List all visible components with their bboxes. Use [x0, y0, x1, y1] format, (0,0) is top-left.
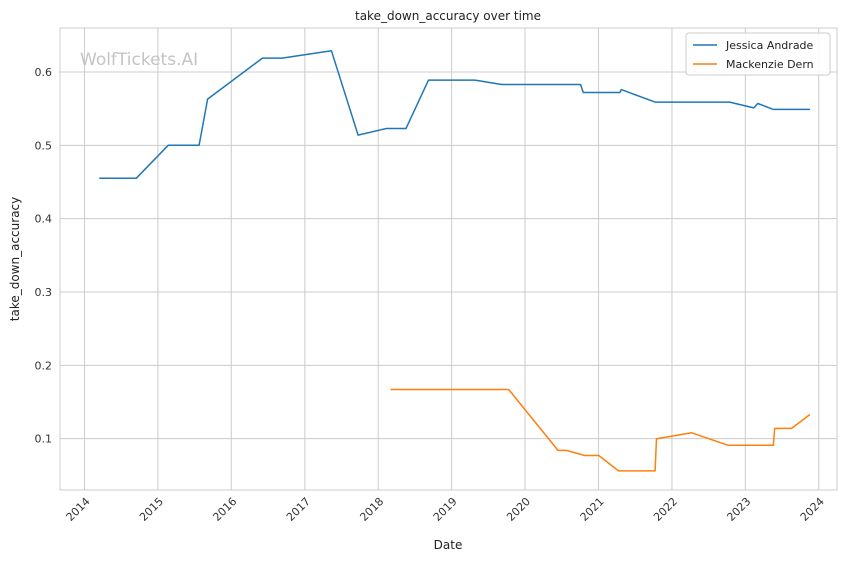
x-tick-label: 2017	[284, 495, 313, 524]
series-line-mackenzie-dern	[390, 388, 811, 472]
x-tick-label: 2023	[724, 495, 753, 524]
y-tick-label: 0.3	[35, 286, 53, 299]
y-tick-label: 0.4	[35, 213, 53, 226]
y-axis-label: take_down_accuracy	[8, 197, 22, 321]
y-tick-label: 0.1	[35, 433, 53, 446]
series-lines	[99, 49, 811, 472]
watermark: WolfTickets.AI	[80, 50, 198, 70]
x-tick-label: 2015	[137, 495, 166, 524]
y-tick-label: 0.5	[35, 139, 53, 152]
legend-entry: Mackenzie Dern	[726, 58, 814, 71]
x-tick-label: 2019	[431, 495, 460, 524]
x-tick-label: 2022	[651, 495, 680, 524]
x-axis-ticks: 2014 2015 2016 2017 2018 2019 2020 2021 2022 2023…	[64, 495, 827, 524]
x-tick-label: 2016	[210, 495, 239, 524]
legend-box	[685, 32, 831, 76]
x-tick-label: 2024	[798, 495, 827, 524]
legend: Jessica Andrade Mackenzie Dern	[685, 32, 831, 76]
plot-border	[59, 27, 838, 491]
y-axis-ticks: 0.1 0.2 0.3 0.4 0.5 0.6	[35, 66, 53, 446]
x-tick-label: 2020	[504, 495, 533, 524]
series-line-jessica-andrade	[99, 49, 810, 180]
x-tick-label: 2018	[357, 495, 386, 524]
grid	[60, 28, 837, 490]
chart-title: take_down_accuracy over time	[355, 9, 541, 23]
y-tick-label: 0.2	[35, 359, 53, 372]
x-tick-label: 2014	[64, 495, 93, 524]
plot-area	[60, 28, 837, 490]
x-axis-label: Date	[434, 538, 463, 552]
x-tick-label: 2021	[578, 495, 607, 524]
y-tick-label: 0.6	[35, 66, 53, 79]
legend-entry: Jessica Andrade	[725, 39, 814, 52]
